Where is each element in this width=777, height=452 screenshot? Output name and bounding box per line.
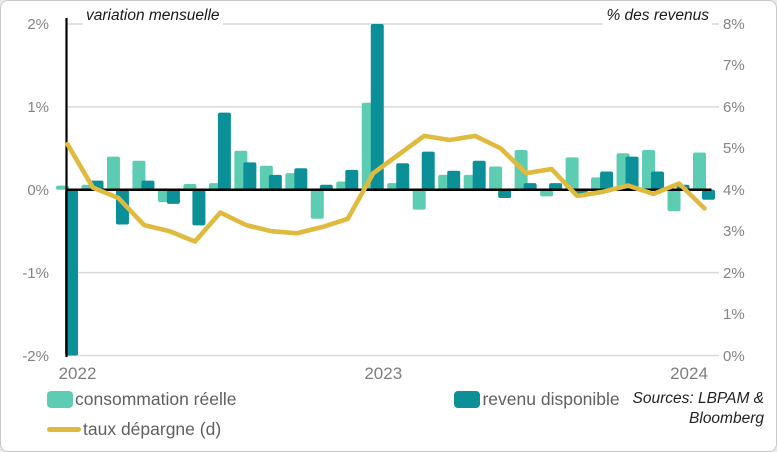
bar-revenu-2022-04 (141, 180, 155, 190)
right-axis-tick: 6% (723, 98, 745, 116)
x-axis-tick: 2022 (58, 364, 97, 383)
source-note: Sources: LBPAM & Bloomberg (632, 389, 764, 430)
right-axis-tick: 2% (723, 264, 745, 282)
taux-epargne-line (65, 133, 707, 244)
legend-item-consommation: consommation réelle (47, 389, 236, 410)
source-line-2: Bloomberg (689, 410, 764, 428)
right-axis-tick: 8% (723, 16, 745, 33)
bar-revenu-2023-02 (396, 163, 410, 190)
bar-revenu-2022-07 (217, 112, 231, 190)
right-axis-tick: 1% (723, 306, 745, 324)
bar-revenu-2022-11 (319, 184, 333, 190)
bar-revenu-2024-02 (702, 189, 715, 200)
left-axis-title: variation mensuelle (83, 7, 223, 25)
legend-row-2: taux dépargne (d) (47, 419, 607, 440)
legend-row-1: consommation réelle revenu disponible (47, 389, 620, 410)
bar-consommation-2022-06 (183, 183, 197, 190)
taux-epargne-swatch (47, 427, 81, 432)
left-axis-tick: 0% (27, 181, 49, 199)
right-axis-title: % des revenus (603, 7, 712, 25)
bar-revenu-2022-05 (166, 189, 180, 204)
bar-consommation-2023-09 (565, 157, 579, 190)
bar-revenu-2022-10 (294, 168, 308, 190)
legend-item-revenu: revenu disponible (454, 389, 620, 410)
bar-revenu-2022-09 (268, 174, 282, 190)
bar-revenu-2023-11 (625, 156, 639, 190)
legend-label: consommation réelle (75, 389, 237, 409)
bar-consommation-2022-11 (310, 189, 324, 219)
bar-revenu-2023-12 (651, 171, 665, 190)
bar-consommation-2023-08 (540, 189, 554, 197)
x-axis-tick: 2024 (670, 364, 708, 383)
right-axis-tick: 3% (723, 223, 745, 241)
right-axis-tick: 7% (723, 57, 745, 75)
x-axis-tick: 2023 (364, 364, 403, 383)
bar-revenu-2023-04 (447, 170, 461, 190)
bar-consommation-2023-03 (412, 189, 426, 210)
revenu-swatch (454, 391, 481, 408)
left-axis-tick: 2% (27, 16, 49, 33)
right-axis-tick: 0% (723, 347, 745, 365)
bar-revenu-2022-08 (243, 162, 257, 190)
right-axis-tick: 5% (723, 140, 745, 158)
source-line-1: Sources: LBPAM & (632, 390, 764, 407)
legend-label: taux dépargne (d) (83, 419, 222, 439)
bar-revenu-2023-06 (498, 189, 512, 199)
chart-legend: consommation réelle revenu disponible ta… (47, 389, 620, 449)
bar-consommation-2022-03 (106, 156, 120, 190)
bar-revenu-2022-01 (65, 189, 78, 356)
left-axis-tick: 1% (27, 98, 49, 116)
bar-revenu-2022-06 (192, 189, 206, 226)
left-axis-tick: -2% (22, 347, 49, 365)
bar-revenu-2023-03 (421, 151, 435, 190)
bar-consommation-2024-01 (667, 189, 681, 212)
consommation-swatch (47, 391, 73, 408)
bar-revenu-2023-07 (523, 183, 537, 190)
right-axis-tick: 4% (723, 181, 745, 199)
left-axis-tick: -1% (22, 264, 49, 282)
bar-revenu-2023-05 (472, 160, 486, 190)
legend-item-taux-epargne: taux dépargne (d) (47, 419, 221, 440)
bar-revenu-2023-10 (600, 171, 614, 190)
legend-label: revenu disponible (482, 389, 620, 409)
bar-revenu-2023-08 (549, 183, 563, 190)
bar-consommation-2024-02 (693, 152, 706, 190)
bar-consommation-2023-06 (489, 166, 503, 190)
bar-revenu-2023-01 (370, 24, 384, 190)
bar-revenu-2022-12 (345, 169, 359, 190)
